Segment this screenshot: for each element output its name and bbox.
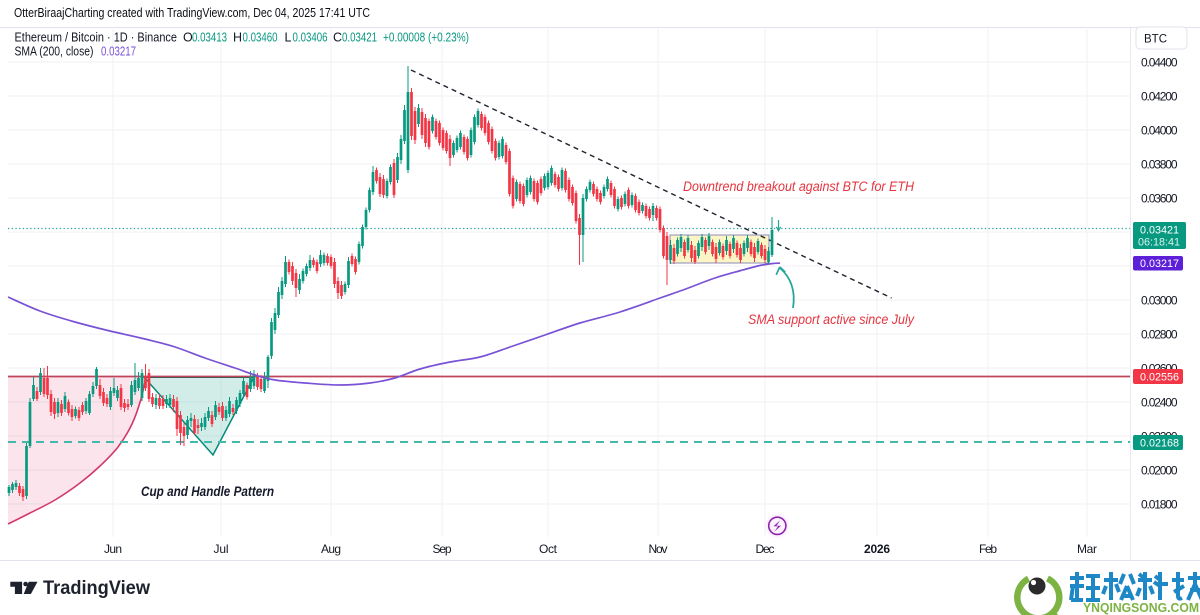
svg-text:Ethereum / Bitcoin · 1D · Bina: Ethereum / Bitcoin · 1D · Binance	[15, 31, 178, 45]
svg-text:Mar: Mar	[1077, 542, 1097, 556]
svg-text:BTC: BTC	[1144, 34, 1167, 46]
svg-text:0.03000: 0.03000	[1141, 294, 1178, 308]
svg-text:L: L	[285, 31, 292, 45]
svg-text:Oct: Oct	[539, 542, 558, 556]
svg-text:0.02400: 0.02400	[1141, 396, 1178, 410]
svg-text:Nov: Nov	[649, 542, 668, 556]
svg-text:0.02168: 0.02168	[1140, 438, 1179, 450]
svg-text:O: O	[183, 31, 193, 45]
svg-text:Downtrend breakout against BTC: Downtrend breakout against BTC for ETH	[683, 179, 914, 194]
svg-text:YNQINGSONG.COM: YNQINGSONG.COM	[1083, 601, 1199, 615]
svg-text:0.03406: 0.03406	[293, 31, 328, 45]
svg-text:Jul: Jul	[214, 542, 229, 556]
svg-text:Dec: Dec	[756, 542, 775, 556]
svg-text:0.04000: 0.04000	[1141, 124, 1178, 138]
svg-text:SMA (200, close): SMA (200, close)	[15, 45, 94, 59]
svg-text:Cup and Handle Pattern: Cup and Handle Pattern	[141, 484, 274, 499]
svg-text:Sep: Sep	[433, 542, 452, 556]
svg-text:0.03421: 0.03421	[1140, 225, 1179, 237]
svg-text:0.02556: 0.02556	[1140, 372, 1179, 384]
svg-text:0.04200: 0.04200	[1141, 90, 1178, 104]
svg-text:0.02000: 0.02000	[1141, 464, 1178, 478]
svg-text:0.03217: 0.03217	[1140, 258, 1179, 270]
svg-text:0.03421: 0.03421	[342, 31, 377, 45]
svg-text:Jun: Jun	[104, 542, 122, 556]
svg-text:0.03460: 0.03460	[243, 31, 278, 45]
svg-text:OtterBiraajCharting created wi: OtterBiraajCharting created with Trading…	[14, 6, 370, 20]
svg-text:H: H	[233, 31, 242, 45]
svg-text:0.03217: 0.03217	[101, 45, 136, 59]
svg-text:SMA support active since July: SMA support active since July	[748, 312, 915, 327]
svg-text:TradingView: TradingView	[43, 578, 150, 599]
svg-text:0.03800: 0.03800	[1141, 158, 1178, 172]
svg-text:0.01800: 0.01800	[1141, 498, 1178, 512]
svg-text:C: C	[333, 31, 342, 45]
svg-text:Aug: Aug	[321, 542, 341, 556]
svg-text:0.03600: 0.03600	[1141, 192, 1178, 206]
svg-text:06:18:41: 06:18:41	[1138, 237, 1180, 249]
svg-text:0.02800: 0.02800	[1141, 328, 1178, 342]
svg-text:+0.00008 (+0.23%): +0.00008 (+0.23%)	[383, 31, 469, 45]
svg-text:2026: 2026	[864, 542, 890, 556]
svg-text:0.03413: 0.03413	[192, 31, 227, 45]
svg-text:Feb: Feb	[979, 542, 997, 556]
svg-text:0.04400: 0.04400	[1141, 56, 1178, 70]
